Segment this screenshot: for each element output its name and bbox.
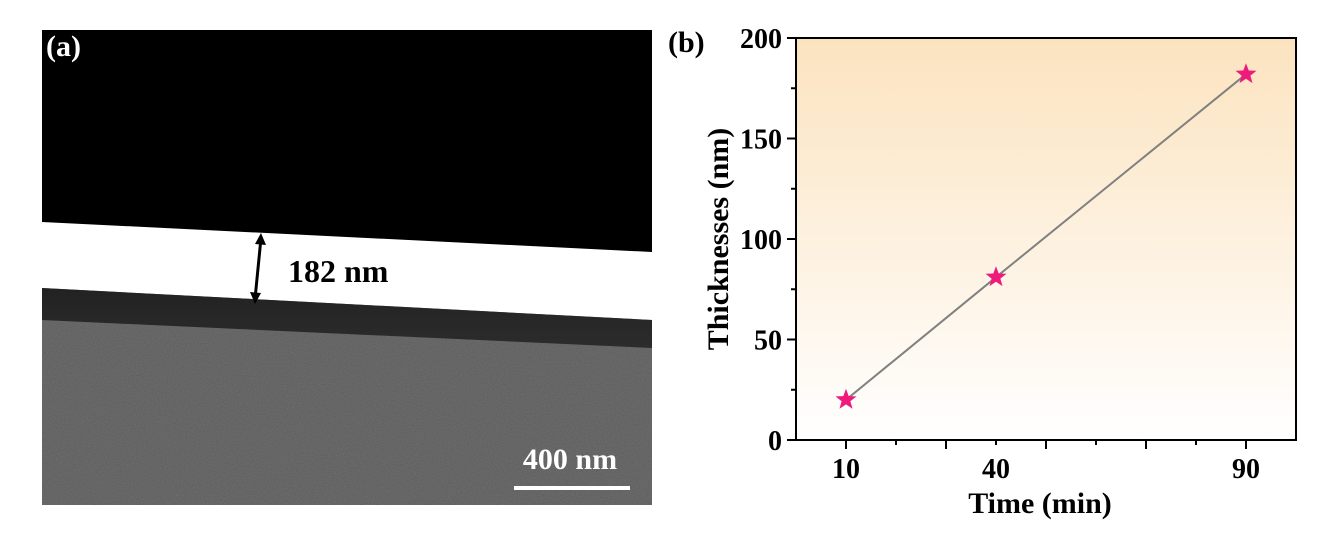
series-markers (835, 63, 1257, 409)
panel-a-label: (a) (46, 30, 81, 63)
panel-b-label: (b) (668, 26, 705, 59)
data-point-star (835, 388, 857, 409)
tem-image: 182 nm 400 nm (42, 30, 652, 505)
plot-frame (795, 37, 1297, 441)
data-point-star (985, 266, 1007, 287)
x-tick-label: 40 (982, 454, 1010, 485)
y-tick-label: 0 (768, 426, 782, 457)
top-dark-region (42, 30, 652, 252)
tem-image-panel: 182 nm 400 nm (42, 30, 652, 505)
x-axis-label: Time (min) (968, 487, 1112, 520)
thickness-measure-label: 182 nm (288, 253, 389, 289)
y-tick-label: 150 (740, 125, 782, 156)
x-axis-ticks: 10 40 90 (832, 440, 1260, 485)
y-tick-label: 100 (740, 225, 782, 256)
y-axis-label: Thicknesses (nm) (702, 128, 735, 351)
y-tick-label: 200 (740, 24, 782, 55)
dark-film-band (42, 288, 652, 348)
substrate-texture (42, 288, 652, 505)
x-tick-label: 10 (832, 454, 860, 485)
y-axis-ticks: 0 50 100 150 200 (740, 24, 796, 457)
thickness-measure-arrow (250, 233, 266, 304)
data-point-star (1235, 63, 1257, 84)
scale-bar-label: 400 nm (523, 443, 617, 476)
x-tick-label: 90 (1232, 454, 1260, 485)
y-tick-label: 50 (754, 326, 782, 357)
